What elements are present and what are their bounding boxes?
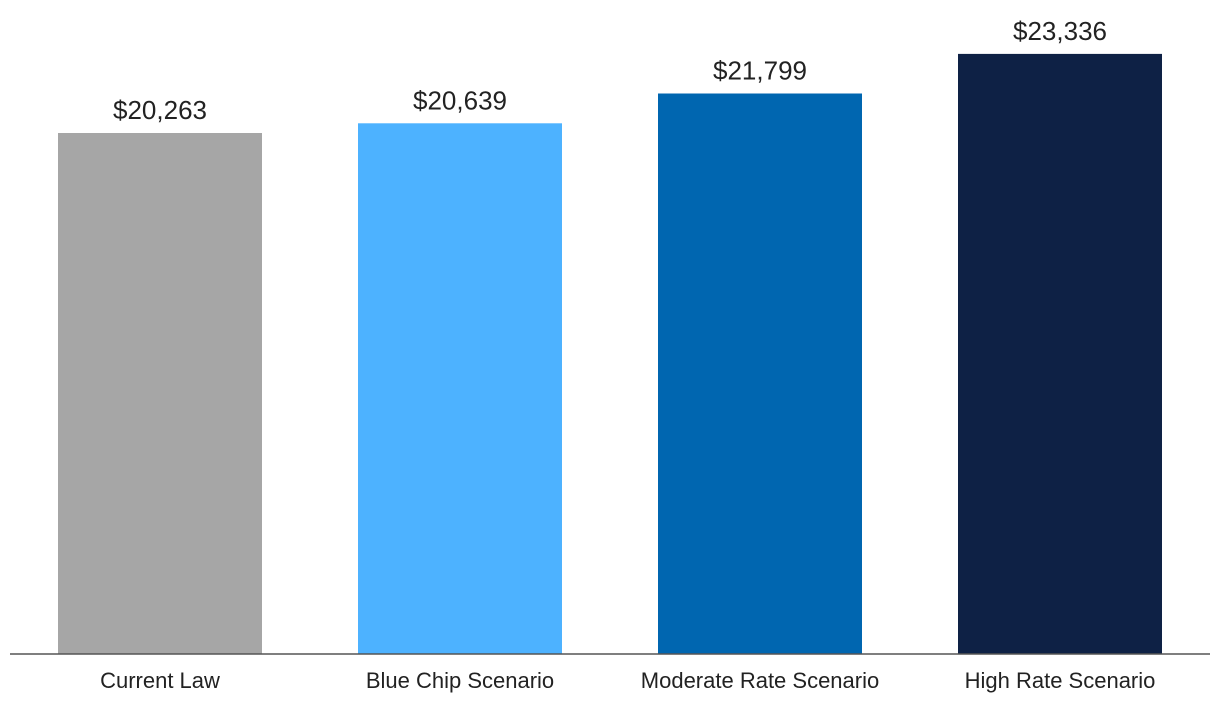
x-tick-label: Current Law [100, 668, 220, 693]
bar-current-law [58, 133, 262, 654]
value-label: $23,336 [1013, 16, 1107, 46]
bar-moderate-rate-scenario [658, 93, 862, 654]
value-labels-layer: $20,263 $20,639 $21,799 $23,336 [113, 16, 1107, 125]
x-tick-labels-layer: Current Law Blue Chip Scenario Moderate Ra… [100, 668, 1155, 693]
bar-blue-chip-scenario [358, 123, 562, 655]
bars-layer [58, 53, 1162, 655]
value-label: $20,639 [413, 85, 507, 115]
x-tick-label: Moderate Rate Scenario [641, 668, 879, 693]
x-tick-label: High Rate Scenario [965, 668, 1156, 693]
value-label: $21,799 [713, 56, 807, 86]
x-tick-label: Blue Chip Scenario [366, 668, 554, 693]
value-label: $20,263 [113, 95, 207, 125]
bar-high-rate-scenario [958, 53, 1162, 654]
